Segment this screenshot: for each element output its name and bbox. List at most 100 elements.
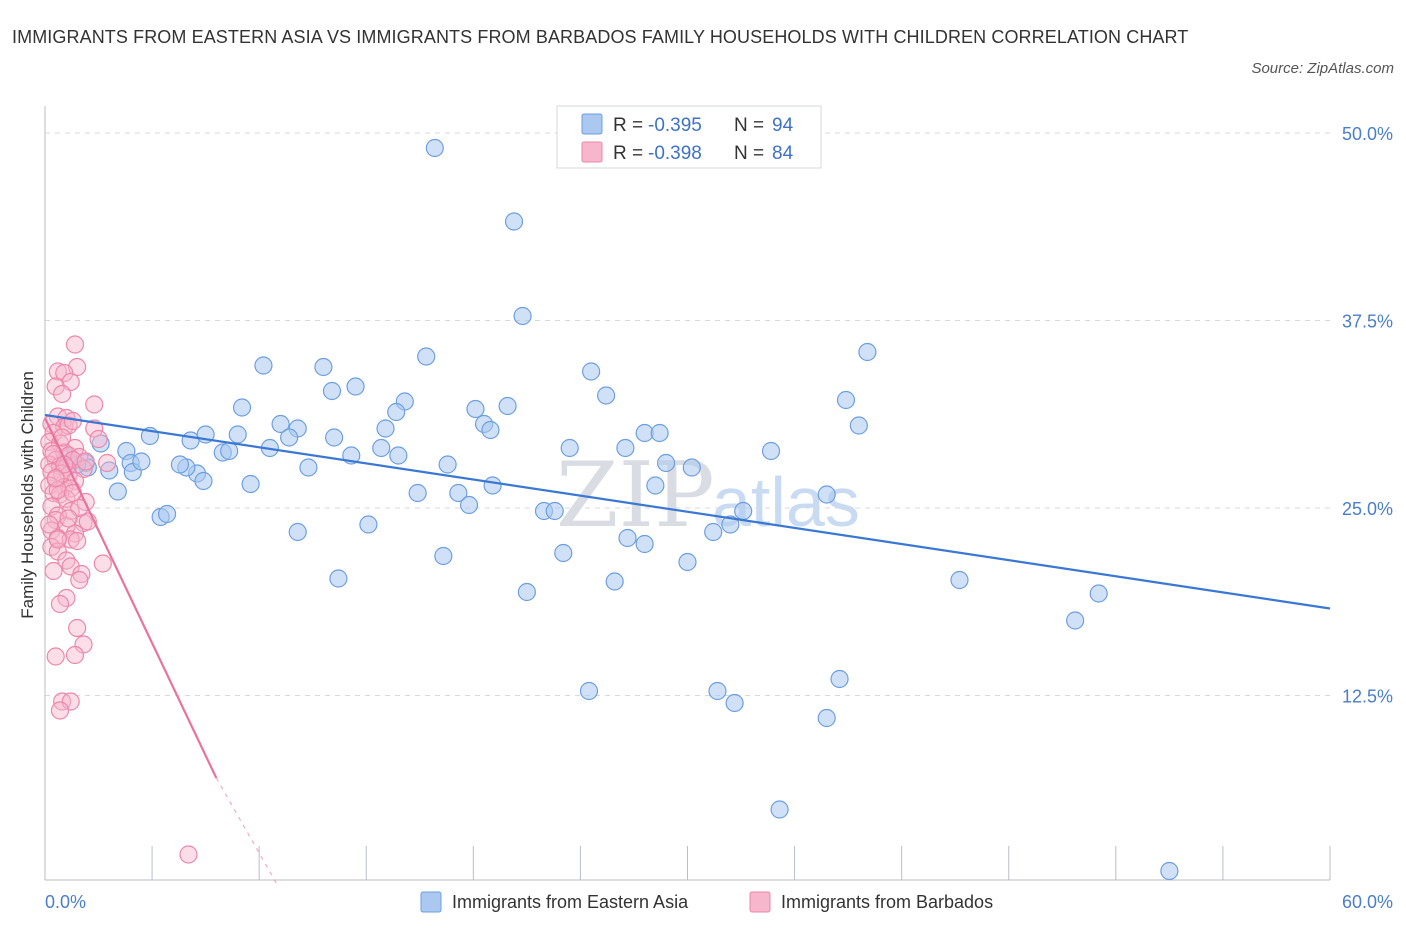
bottom-legend-label-eastern-asia: Immigrants from Eastern Asia <box>452 892 689 912</box>
point-eastern-asia <box>950 570 969 590</box>
legend-n-value-pink: 84 <box>772 143 794 164</box>
point-barbados <box>65 645 85 665</box>
point-eastern-asia <box>325 428 344 447</box>
point-eastern-asia <box>329 569 348 588</box>
legend-r-value-pink: -0.398 <box>648 143 702 164</box>
point-eastern-asia <box>579 681 599 701</box>
point-eastern-asia <box>108 482 127 501</box>
point-eastern-asia <box>314 357 333 377</box>
bottom-legend-swatch-pink <box>749 891 771 913</box>
source-credit: Source: ZipAtlas.com <box>1251 60 1394 77</box>
point-eastern-asia <box>830 669 849 689</box>
point-eastern-asia <box>157 504 177 524</box>
x-tick-label: 60.0% <box>1342 892 1393 912</box>
point-eastern-asia <box>132 452 151 471</box>
point-eastern-asia <box>635 534 654 554</box>
point-eastern-asia <box>1066 611 1085 630</box>
point-barbados <box>46 468 65 488</box>
point-eastern-asia <box>597 386 616 405</box>
point-barbados <box>68 618 87 638</box>
point-eastern-asia <box>376 419 395 438</box>
point-eastern-asia <box>434 546 453 566</box>
point-eastern-asia <box>438 455 457 474</box>
point-eastern-asia <box>704 522 723 542</box>
x-tick-labels: 0.0% 60.0% <box>45 892 1393 912</box>
point-barbados <box>89 429 108 449</box>
point-barbados <box>76 452 95 471</box>
point-eastern-asia <box>725 693 744 713</box>
point-barbados <box>40 515 59 534</box>
trend-lines <box>44 413 1331 884</box>
point-eastern-asia <box>849 416 868 435</box>
point-barbados <box>68 531 87 551</box>
point-barbados <box>50 701 70 720</box>
bottom-legend-swatch-blue <box>420 891 442 913</box>
point-eastern-asia <box>459 495 479 515</box>
point-eastern-asia <box>346 377 365 396</box>
point-eastern-asia <box>254 356 273 375</box>
trend-line-barbados <box>44 417 218 779</box>
correlation-legend: R = -0.395 N = 94 R = -0.398 N = 84 <box>556 105 822 169</box>
point-eastern-asia <box>408 483 427 503</box>
point-eastern-asia <box>545 501 564 521</box>
point-eastern-asia <box>513 306 532 326</box>
point-eastern-asia <box>682 458 701 477</box>
point-eastern-asia <box>678 552 697 572</box>
legend-r-label-pink: R = <box>613 143 643 164</box>
point-eastern-asia <box>560 438 579 458</box>
point-eastern-asia <box>271 414 290 434</box>
point-eastern-asia <box>616 438 635 458</box>
legend-swatch-pink <box>581 141 603 163</box>
point-eastern-asia <box>280 428 299 447</box>
point-eastern-asia <box>656 453 676 473</box>
point-eastern-asia <box>372 438 391 458</box>
point-barbados <box>61 530 80 549</box>
y-tick-label: 25.0% <box>1342 499 1393 519</box>
point-barbados <box>85 419 104 438</box>
point-eastern-asia <box>449 483 468 503</box>
point-eastern-asia <box>817 708 836 728</box>
point-eastern-asia <box>359 515 378 534</box>
point-eastern-asia <box>817 485 836 504</box>
point-eastern-asia <box>554 543 573 563</box>
point-eastern-asia <box>194 471 213 491</box>
legend-r-value-blue: -0.395 <box>648 115 702 136</box>
point-eastern-asia <box>220 441 239 461</box>
point-eastern-asia <box>650 423 669 443</box>
series-barbados-points <box>40 335 198 864</box>
point-eastern-asia <box>618 528 637 548</box>
point-eastern-asia <box>836 390 856 410</box>
point-eastern-asia <box>517 582 536 602</box>
point-barbados <box>65 335 85 354</box>
point-eastern-asia <box>1089 584 1108 603</box>
point-barbados <box>48 530 67 549</box>
point-eastern-asia <box>504 212 524 231</box>
point-eastern-asia <box>387 402 406 422</box>
point-eastern-asia <box>170 455 190 474</box>
point-eastern-asia <box>425 138 444 158</box>
point-eastern-asia <box>483 476 502 495</box>
point-eastern-asia <box>232 398 252 417</box>
point-eastern-asia <box>417 347 436 366</box>
point-eastern-asia <box>761 441 781 461</box>
point-eastern-asia <box>100 461 119 480</box>
point-barbados <box>42 497 61 516</box>
chart-title: IMMIGRANTS FROM EASTERN ASIA VS IMMIGRAN… <box>12 27 1189 47</box>
point-barbados <box>46 647 65 666</box>
point-eastern-asia <box>389 446 408 465</box>
point-barbados <box>59 509 78 528</box>
point-barbados <box>93 554 112 573</box>
y-tick-label: 37.5% <box>1342 312 1393 332</box>
legend-n-label-blue: N = <box>734 115 764 136</box>
point-barbados <box>50 594 70 614</box>
point-eastern-asia <box>241 474 260 494</box>
point-barbados <box>98 453 117 473</box>
point-barbados <box>55 363 74 383</box>
y-tick-labels: 12.5% 25.0% 37.5% 50.0% <box>1342 124 1393 707</box>
point-barbados <box>179 845 198 864</box>
series-legend: Immigrants from Eastern Asia Immigrants … <box>420 891 993 913</box>
legend-swatch-blue <box>581 113 603 135</box>
trend-line-eastern-asia <box>44 413 1331 610</box>
point-barbados <box>53 384 72 404</box>
point-eastern-asia <box>770 800 789 819</box>
